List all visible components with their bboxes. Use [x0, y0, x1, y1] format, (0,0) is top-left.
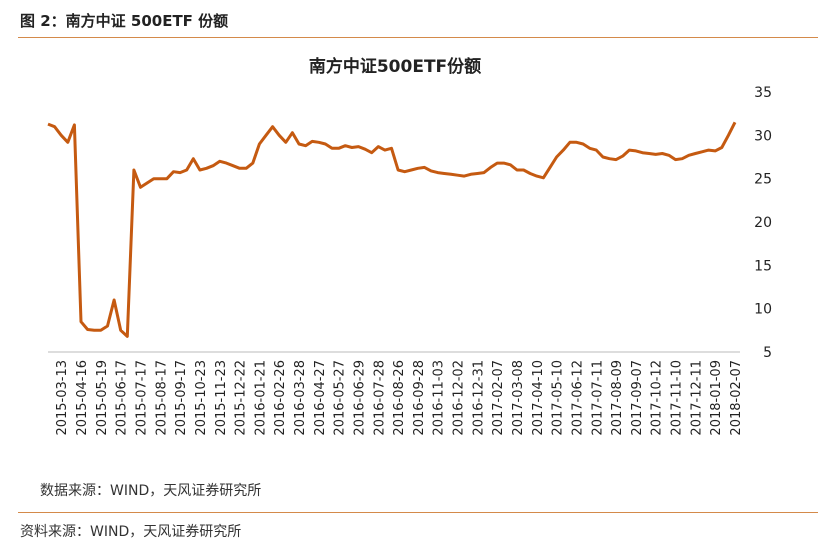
- x-tick-label: 2016-05-27: [333, 360, 348, 436]
- x-tick-label: 2017-02-07: [491, 360, 506, 436]
- x-tick-label: 2016-04-27: [313, 360, 328, 436]
- header-rule: [18, 37, 818, 38]
- x-tick-label: 2016-02-26: [273, 360, 288, 436]
- x-tick-label: 2015-06-17: [115, 360, 130, 436]
- x-tick-label: 2015-05-19: [95, 360, 110, 436]
- y-tick-label: 35: [754, 85, 772, 101]
- x-tick-label: 2017-07-11: [590, 360, 605, 436]
- y-tick-label: 15: [754, 258, 772, 274]
- x-tick-label: 2017-08-09: [610, 360, 625, 436]
- x-tick-label: 2015-08-17: [154, 360, 169, 436]
- x-tick-label: 2016-12-31: [471, 360, 486, 436]
- x-tick-label: 2016-07-28: [372, 360, 387, 436]
- x-tick-label: 2017-11-10: [670, 360, 685, 436]
- x-tick-label: 2016-09-28: [412, 360, 427, 436]
- x-tick-label: 2016-08-26: [392, 360, 407, 436]
- x-tick-label: 2017-03-08: [511, 360, 526, 436]
- x-tick-label: 2015-04-16: [75, 360, 90, 436]
- x-tick-label: 2016-06-29: [352, 360, 367, 436]
- x-tick-label: 2017-12-11: [689, 360, 704, 436]
- x-tick-label: 2018-01-09: [709, 360, 724, 436]
- x-tick-label: 2016-03-28: [293, 360, 308, 436]
- x-tick-label: 2016-01-21: [253, 360, 268, 436]
- y-tick-label: 10: [754, 302, 772, 318]
- header-title: 图 2：南方中证 500ETF 份额: [20, 12, 229, 30]
- y-tick-label: 30: [754, 128, 772, 144]
- chart-note: 数据来源：WIND，天风证券研究所: [40, 483, 261, 499]
- x-tick-label: 2015-10-23: [194, 360, 209, 436]
- x-tick-label: 2016-11-03: [432, 360, 447, 436]
- x-tick-label: 2017-10-12: [650, 360, 665, 436]
- x-tick-label: 2016-12-02: [452, 360, 467, 436]
- x-tick-label: 2017-06-12: [570, 360, 585, 436]
- footer-source: 资料来源：WIND，天风证券研究所: [20, 524, 242, 540]
- x-tick-label: 2015-11-23: [214, 360, 229, 436]
- chart: 南方中证500ETF份额 数据来源：WIND，天风证券研究所 5 10 15 20 25…: [40, 56, 772, 499]
- x-tick-label: 2015-03-13: [55, 360, 70, 436]
- x-tick-label: 2015-09-17: [174, 360, 189, 436]
- x-tick-label: 2018-02-07: [729, 360, 744, 436]
- y-tick-label: 20: [754, 215, 772, 231]
- line-series: [47, 121, 737, 338]
- x-tick-label: 2017-05-10: [551, 360, 566, 436]
- x-tick-label: 2015-12-22: [234, 360, 249, 436]
- chart-title: 南方中证500ETF份额: [309, 56, 481, 77]
- footer-rule: [18, 512, 818, 513]
- x-tick-label: 2015-07-17: [134, 360, 149, 436]
- x-tick-label: 2017-04-10: [531, 360, 546, 436]
- x-tick-label: 2017-09-07: [630, 360, 645, 436]
- y-tick-label: 25: [754, 172, 772, 188]
- y-tick-label: 5: [763, 345, 772, 361]
